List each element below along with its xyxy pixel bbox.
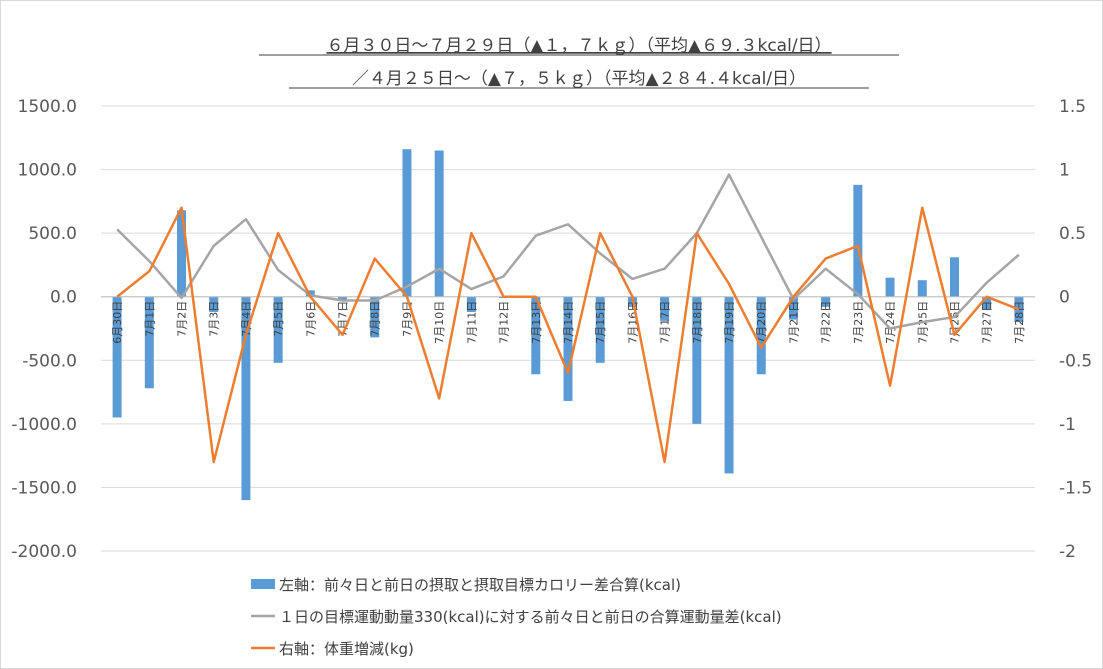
category-label: 7月5日 xyxy=(272,301,285,337)
right-tick-label: -1.5 xyxy=(1059,478,1092,498)
bar xyxy=(982,296,992,310)
chart-title-line-2: ／４月２５日～（▲７，５ｋｇ）（平均▲２８４.４kcal/日） xyxy=(352,69,806,89)
category-label: 7月4日 xyxy=(240,301,253,337)
category-label: 7月3日 xyxy=(208,301,221,337)
bar xyxy=(531,296,541,375)
right-tick-label: -1 xyxy=(1059,415,1076,435)
bar xyxy=(402,149,412,297)
category-label: 7月14日 xyxy=(562,301,575,344)
category-label: 7月1日 xyxy=(143,301,156,337)
category-label: 7月17日 xyxy=(659,301,672,344)
bar xyxy=(1014,296,1024,323)
right-tick-label: 0.5 xyxy=(1059,224,1086,244)
chart-title: ６月３０日～７月２９日（▲１，７ｋｇ）（平均▲６９.３kcal/日） ／４月２５… xyxy=(259,36,899,89)
bar xyxy=(112,296,122,418)
category-label: 7月2日 xyxy=(176,301,189,337)
right-tick-label: 0 xyxy=(1059,288,1070,308)
category-label: 7月28日 xyxy=(1013,301,1026,344)
bar xyxy=(370,296,380,338)
bar xyxy=(885,277,895,297)
left-tick-label: -1000.0 xyxy=(11,415,77,435)
category-label: 7月21日 xyxy=(787,301,800,344)
bar xyxy=(144,296,154,389)
bar xyxy=(209,296,219,312)
chart-legend: 左軸：前々日と前日の摂取と摂取目標カロリー差合算(kcal) １日の目標運動動量3… xyxy=(251,576,782,658)
bar xyxy=(434,150,444,297)
bar xyxy=(692,296,702,424)
bar xyxy=(177,210,187,297)
bar xyxy=(305,290,315,297)
bar xyxy=(563,296,573,401)
category-label: 7月27日 xyxy=(981,301,994,344)
legend-label: 左軸：前々日と前日の摂取と摂取目標カロリー差合算(kcal) xyxy=(279,576,681,594)
line-series-exercise-diff xyxy=(116,173,1020,330)
category-label: 7月23日 xyxy=(852,301,865,344)
chart-title-line-1: ６月３０日～７月２９日（▲１，７ｋｇ）（平均▲６９.３kcal/日） xyxy=(326,36,831,56)
category-label: 7月12日 xyxy=(498,301,511,344)
right-tick-label: 1.5 xyxy=(1059,97,1086,117)
bar xyxy=(273,296,283,363)
category-labels: 6月30日 7月1日 7月2日 7月3日 7月4日 7月5日 7月6日 7月7日 7月8日 7月9… xyxy=(111,301,1026,344)
bar xyxy=(917,280,927,297)
left-tick-label: -500.0 xyxy=(22,351,77,371)
left-tick-label: -2000.0 xyxy=(11,542,77,562)
bar xyxy=(595,296,605,363)
bar xyxy=(338,296,348,301)
bar xyxy=(466,296,476,312)
bar xyxy=(241,296,251,501)
category-label: 6月30日 xyxy=(111,301,124,344)
category-label: 7月22日 xyxy=(820,301,833,344)
right-tick-label: -0.5 xyxy=(1059,351,1092,371)
bar xyxy=(756,296,766,375)
bar xyxy=(853,184,863,297)
legend-label: 右軸：体重増減(kg) xyxy=(279,640,414,658)
category-label: 7月13日 xyxy=(530,301,543,344)
legend-swatch-bar xyxy=(251,579,275,589)
category-label: 7月15日 xyxy=(594,301,607,344)
right-tick-label: 1 xyxy=(1059,161,1070,181)
category-label: 7月9日 xyxy=(401,301,414,337)
category-label: 7月11日 xyxy=(465,301,478,344)
category-label: 7月24日 xyxy=(884,301,897,344)
category-label: 7月6日 xyxy=(304,301,317,337)
bar xyxy=(660,296,670,321)
category-label: 7月8日 xyxy=(369,301,382,337)
left-tick-label: 1000.0 xyxy=(18,161,77,181)
legend-label: １日の目標運動動量330(kcal)に対する前々日と前日の合算運動量差(kcal… xyxy=(279,608,782,626)
left-tick-label: -1500.0 xyxy=(11,478,77,498)
category-label: 7月19日 xyxy=(723,301,736,344)
bar xyxy=(724,296,734,474)
left-tick-label: 500.0 xyxy=(28,224,77,244)
bar xyxy=(788,296,798,320)
left-axis-ticks: 1500.0 1000.0 500.0 0.0 -500.0 -1000.0 -1500.0… xyxy=(11,97,77,562)
right-tick-label: -2 xyxy=(1059,542,1076,562)
bar-series-calorie-diff xyxy=(112,149,1024,501)
left-tick-label: 1500.0 xyxy=(18,97,77,117)
category-label: 7月20日 xyxy=(755,301,768,344)
weight-change-line xyxy=(116,206,1020,464)
exercise-diff-line xyxy=(116,173,1020,330)
bar xyxy=(821,296,831,307)
left-tick-label: 0.0 xyxy=(50,288,77,308)
category-label: 7月10日 xyxy=(433,301,446,344)
bar xyxy=(949,257,959,297)
category-label: 7月18日 xyxy=(691,301,704,344)
right-axis-ticks: 1.5 1 0.5 0 -0.5 -1 -1.5 -2 xyxy=(1059,97,1092,562)
line-series-weight-change xyxy=(116,206,1020,464)
